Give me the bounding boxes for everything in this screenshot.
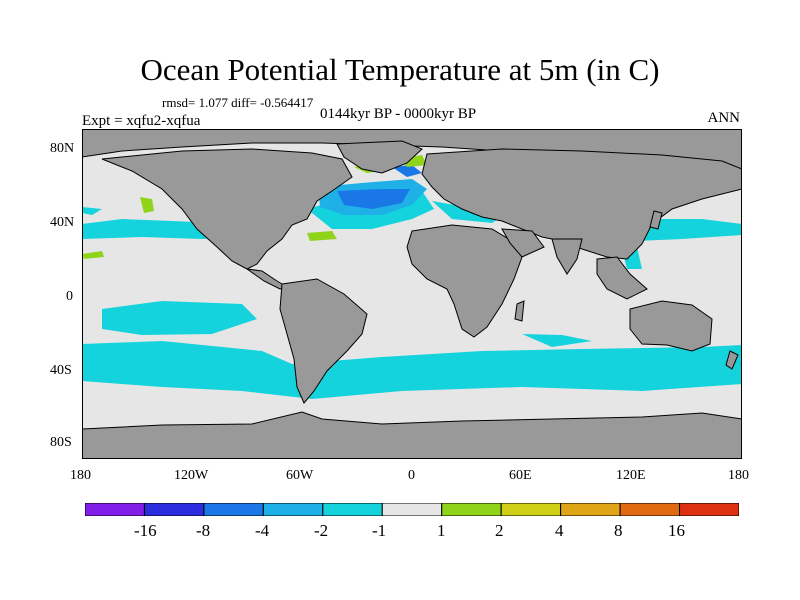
greenland: [336, 140, 423, 174]
colorbar-label: 4: [555, 521, 564, 540]
colorbar-swatch: [85, 503, 145, 516]
map-frame: [82, 129, 742, 459]
colorbar-swatch: [500, 503, 562, 516]
lat-label-0: 0: [66, 289, 73, 304]
southeast-asia: [596, 256, 648, 300]
colorbar-swatch: [203, 503, 264, 516]
lon-label-120w: 120W: [174, 468, 209, 483]
north-america: [101, 148, 353, 270]
colorbar-swatch: [679, 503, 739, 516]
colorbar-swatch: [381, 503, 443, 516]
colorbar-swatch: [262, 503, 324, 516]
lon-label-0: 0: [408, 468, 415, 483]
map-title: Ocean Potential Temperature at 5m (in C): [140, 52, 660, 87]
africa: [406, 224, 523, 338]
australia: [629, 300, 713, 352]
colorbar-label: 2: [495, 521, 504, 540]
colorbar-swatch: [619, 503, 681, 516]
new-zealand: [725, 350, 739, 370]
colorbar-swatch: [322, 503, 383, 516]
lat-label-80n: 80N: [50, 141, 75, 156]
colorbar-swatch: [560, 503, 621, 516]
colorbar-label: -1: [372, 521, 387, 540]
lon-label-180w: 180: [70, 468, 91, 483]
period-label: 0144kyr BP - 0000kyr BP: [320, 106, 477, 122]
arabia: [501, 228, 545, 258]
land-masses: [82, 129, 742, 459]
south-america: [279, 278, 368, 404]
experiment-label: Expt = xqfu2-xqfua: [82, 113, 201, 129]
colorbar: [85, 503, 739, 516]
strong-cooling-anomalies: [318, 165, 427, 215]
antarctica: [82, 411, 742, 459]
colorbar-label: -2: [314, 521, 329, 540]
colorbar-swatch: [143, 503, 205, 516]
colorbar-label: -16: [134, 521, 157, 540]
colorbar-swatch: [441, 503, 502, 516]
lat-label-40n: 40N: [50, 215, 75, 230]
lon-label-60w: 60W: [286, 468, 314, 483]
lon-label-180e: 180: [728, 468, 749, 483]
world-map: [82, 129, 742, 459]
lat-label-40s: 40S: [50, 363, 72, 378]
madagascar: [514, 300, 525, 322]
rmsd-diff-stats: rmsd= 1.077 diff= -0.564417: [162, 95, 314, 110]
colorbar-label: -4: [255, 521, 270, 540]
lon-label-60e: 60E: [509, 468, 532, 483]
japan: [649, 210, 663, 230]
colorbar-label: 8: [614, 521, 623, 540]
india: [551, 238, 583, 275]
colorbar-label: -8: [196, 521, 211, 540]
season-label: ANN: [707, 110, 741, 126]
colorbar-label: 1: [437, 521, 446, 540]
lat-label-80s: 80S: [50, 435, 72, 450]
colorbar-label: 16: [668, 521, 685, 540]
lon-label-120e: 120E: [616, 468, 646, 483]
